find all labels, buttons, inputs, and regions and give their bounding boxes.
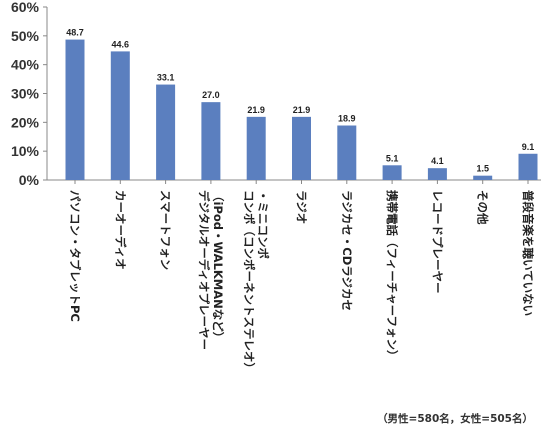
category-label: パソコン・タブレットPC bbox=[68, 190, 82, 322]
bar bbox=[65, 39, 85, 180]
category-label: その他 bbox=[476, 190, 490, 225]
data-label: 48.7 bbox=[66, 28, 84, 38]
bar bbox=[201, 102, 221, 180]
y-tick-label: 60% bbox=[11, 0, 40, 15]
data-label: 9.1 bbox=[522, 142, 535, 152]
data-label: 18.9 bbox=[338, 114, 356, 124]
category-label: スマートフォン bbox=[159, 190, 173, 270]
category-label: カーオーディオ bbox=[113, 190, 127, 270]
data-label: 1.5 bbox=[476, 164, 489, 174]
y-tick-label: 50% bbox=[11, 28, 40, 44]
bar bbox=[337, 125, 357, 180]
y-tick-label: 40% bbox=[11, 57, 40, 73]
category-label: ラジカセ・CDラジカセ bbox=[340, 190, 354, 311]
y-tick-label: 0% bbox=[19, 172, 40, 188]
category-label: （iPod・WALKMANなど） bbox=[211, 190, 225, 343]
bar bbox=[110, 51, 130, 180]
y-tick-label: 10% bbox=[11, 143, 40, 159]
y-tick-label: 20% bbox=[11, 114, 40, 130]
data-label: 44.6 bbox=[112, 39, 130, 49]
bar bbox=[382, 165, 402, 180]
category-label: ・ミニコンポ bbox=[256, 190, 270, 259]
bar bbox=[246, 116, 266, 180]
bar bbox=[473, 175, 493, 180]
category-label: レコードプレーヤー bbox=[430, 190, 444, 294]
category-label: ラジオ bbox=[295, 190, 309, 224]
data-label: 21.9 bbox=[293, 105, 311, 115]
bar bbox=[156, 84, 176, 180]
category-label: コンポ（コンポーネントステレオ） bbox=[242, 190, 256, 374]
category-label: 普段音楽を聴いていない bbox=[521, 190, 535, 316]
y-tick-label: 30% bbox=[11, 86, 40, 102]
data-label: 4.1 bbox=[431, 156, 444, 166]
category-label: 携帯電話（フィーチャーフォン） bbox=[385, 190, 399, 361]
bar bbox=[427, 168, 447, 180]
bar bbox=[292, 116, 311, 180]
bar bbox=[518, 153, 538, 180]
data-label: 21.9 bbox=[247, 105, 265, 115]
sample-size-note: （男性=580名，女性=505名） bbox=[377, 413, 533, 425]
category-label: デジタルオーディオプレーヤー bbox=[197, 190, 211, 350]
data-label: 27.0 bbox=[202, 90, 220, 100]
data-label: 5.1 bbox=[386, 153, 399, 163]
data-label: 33.1 bbox=[157, 73, 175, 83]
